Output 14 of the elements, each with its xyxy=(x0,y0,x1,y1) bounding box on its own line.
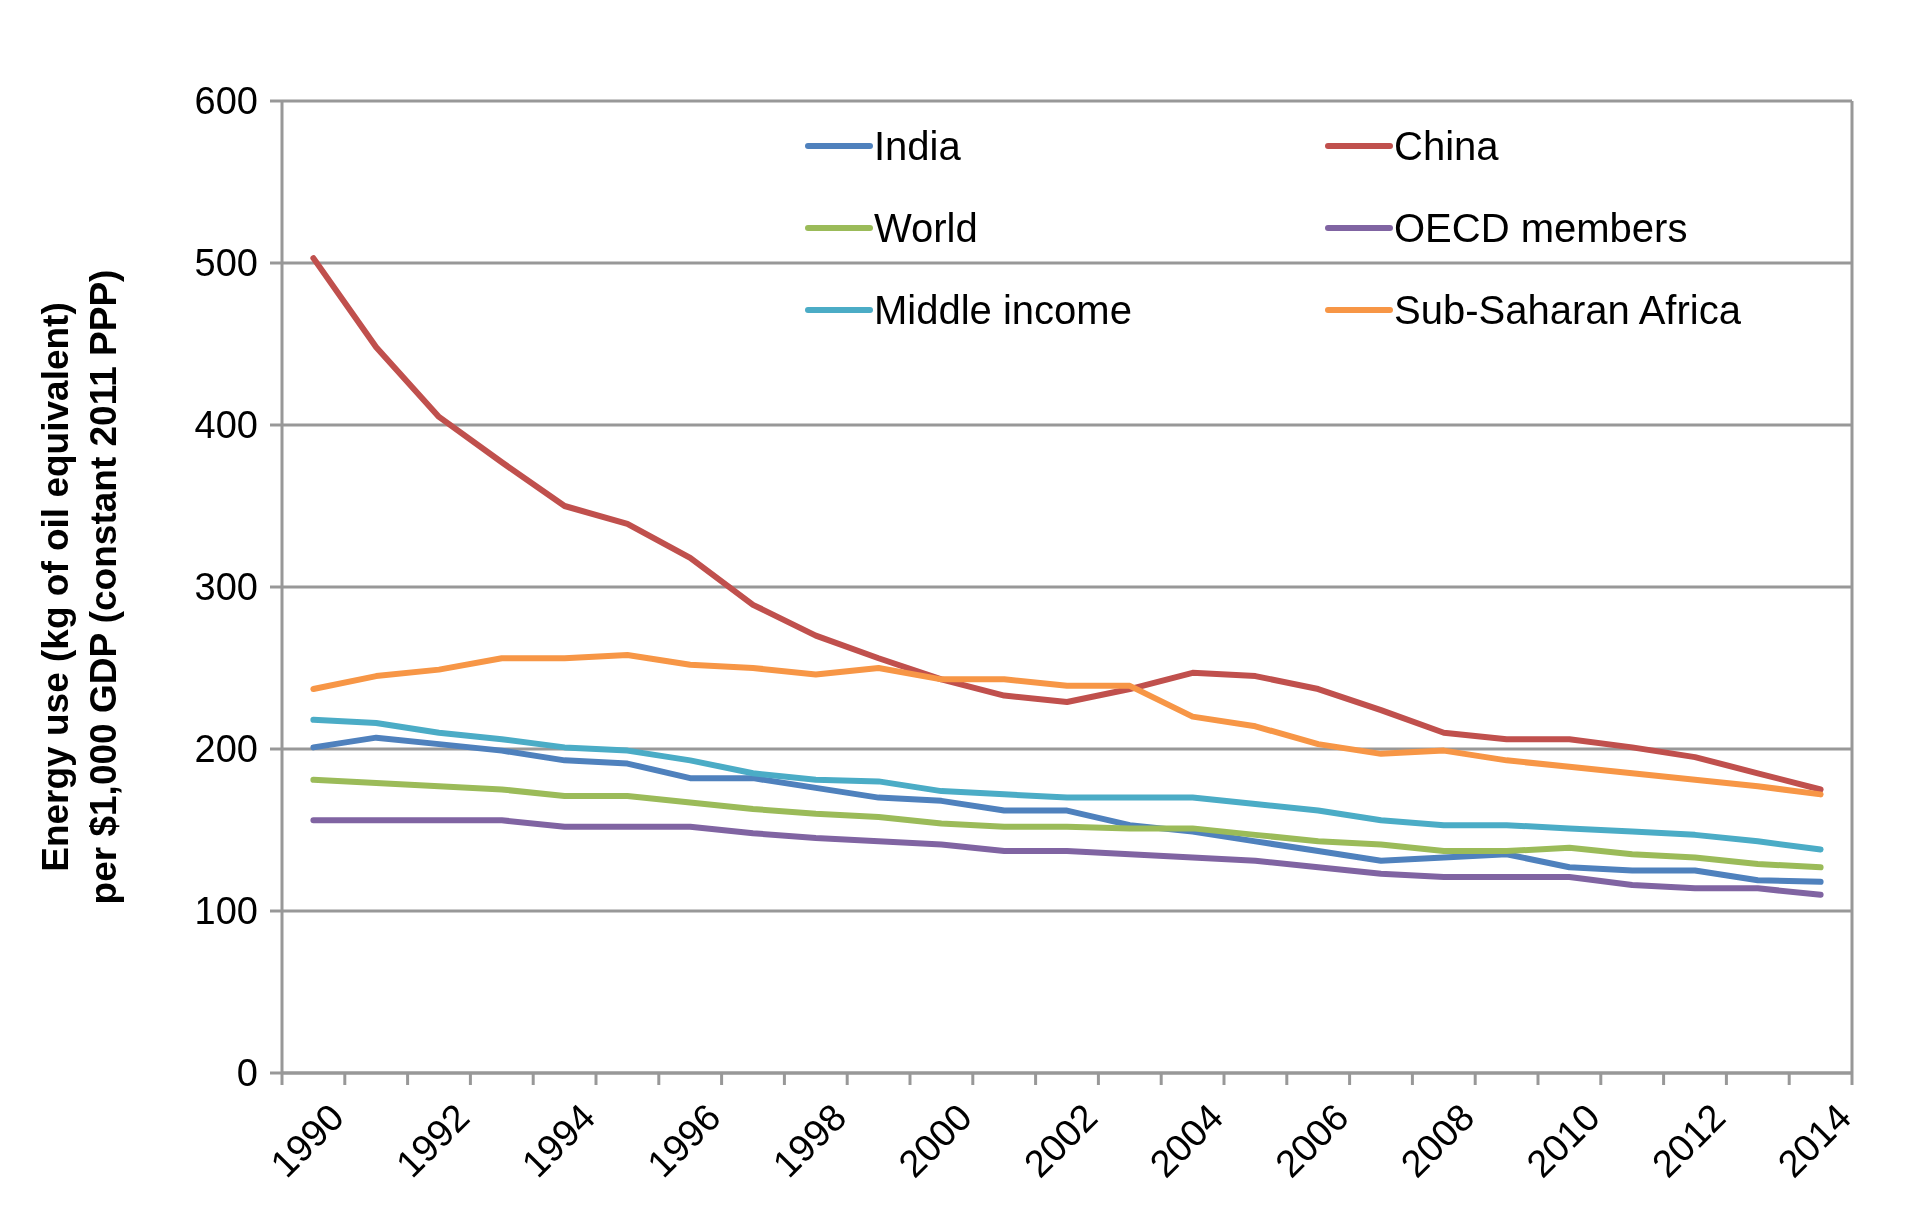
legend-label: OECD members xyxy=(1394,206,1688,250)
legend-label: India xyxy=(874,124,962,168)
y-tick-label: 300 xyxy=(194,566,258,609)
y-tick-label: 400 xyxy=(194,404,258,447)
y-tick-label: 600 xyxy=(194,80,258,123)
y-tick-label: 500 xyxy=(194,242,258,285)
legend-label: China xyxy=(1394,124,1500,168)
legend-label: Sub-Saharan Africa xyxy=(1394,288,1742,332)
y-tick-label: 200 xyxy=(194,728,258,771)
y-tick-label: 100 xyxy=(194,890,258,933)
legend-label: World xyxy=(874,206,978,250)
legend-label: Middle income xyxy=(874,288,1132,332)
y-axis-title: Energy use (kg of oil equivalent) per $1,000 GDP (constant 2011 PPP) xyxy=(35,269,124,905)
y-tick-label: 0 xyxy=(236,1052,258,1095)
